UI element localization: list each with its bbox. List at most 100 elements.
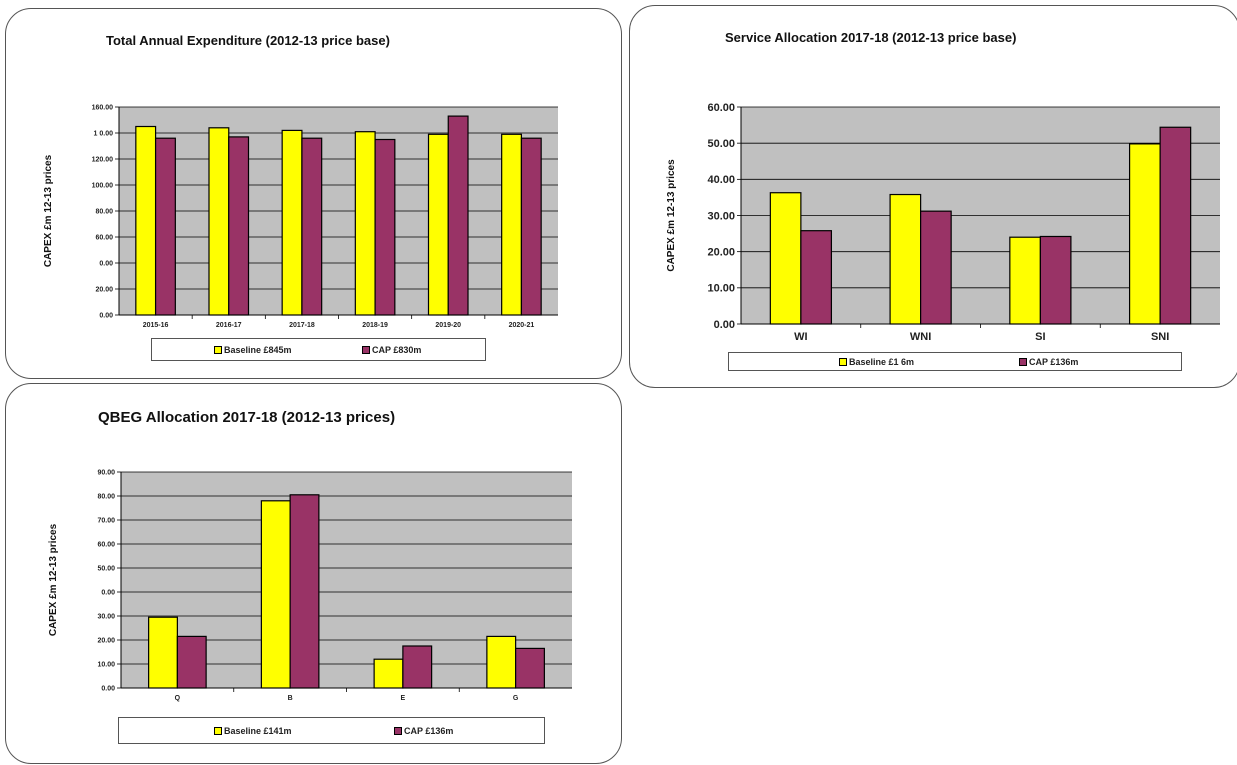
y-tick-label: 50.00 [97, 565, 115, 572]
bar-baseline [427, 133, 449, 316]
bar-baseline [148, 616, 178, 689]
bar-baseline [354, 131, 376, 316]
service-allocation-chart: 0.00 10.00 20.00 30.00 40.00 50.00 60.00 WI WNI S… [666, 102, 1220, 343]
x-category-label: WNI [910, 331, 931, 343]
legend-swatch-baseline [839, 357, 847, 366]
legend-item-baseline: Baseline £1 6m [839, 357, 914, 367]
bar-baseline [135, 125, 157, 316]
bar-cap [447, 115, 469, 316]
y-axis-label: CAPEX £m 12-13 prices [666, 159, 677, 272]
bar-baseline [889, 193, 922, 325]
x-category-label: SI [1035, 331, 1045, 343]
bar-cap [1159, 126, 1192, 325]
y-tick-label: 80.00 [95, 208, 113, 215]
chart-legend: Baseline £141m CAP £136m [118, 717, 545, 744]
legend-label-baseline: Baseline £845m [224, 344, 292, 355]
y-tick-label: 100.00 [92, 182, 114, 189]
qbeg-allocation-panel: QBEG Allocation 2017-18 (2012-13 prices)… [5, 383, 622, 764]
service-allocation-panel: Service Allocation 2017-18 (2012-13 pric… [629, 5, 1237, 388]
bar-baseline [769, 192, 802, 325]
bar-baseline [373, 658, 404, 689]
bar-cap [515, 647, 545, 689]
total-expenditure-chart: 0.00 20.00 0.00 60.00 80.00 100.00 120.00 1 0.0… [43, 104, 558, 329]
y-tick-label: 1 0.00 [94, 130, 114, 137]
y-tick-label: 10.00 [97, 661, 115, 668]
x-category-label: 2018-19 [362, 322, 388, 329]
y-tick-label: 120.00 [92, 156, 114, 163]
x-category-label: Q [175, 695, 181, 702]
bar-cap [520, 137, 542, 316]
y-tick-label: 60.00 [95, 234, 113, 241]
y-tick-label: 0.00 [101, 589, 115, 596]
bar-baseline [501, 133, 523, 316]
chart-title: Service Allocation 2017-18 (2012-13 pric… [725, 30, 1017, 45]
bar-baseline [1009, 236, 1041, 325]
y-tick-label: 30.00 [97, 613, 115, 620]
y-tick-label: 0.00 [714, 319, 735, 331]
chart-legend: Baseline £845m CAP £830m [151, 338, 486, 361]
y-tick-label: 0.00 [99, 260, 113, 267]
y-tick-label: 20.00 [97, 637, 115, 644]
bar-baseline [1128, 143, 1161, 325]
y-tick-label: 20.00 [95, 286, 113, 293]
legend-item-baseline: Baseline £141m [214, 726, 292, 736]
x-category-label: 2016-17 [216, 322, 242, 329]
chart-legend: Baseline £1 6m CAP £136m [728, 352, 1182, 371]
legend-item-cap: CAP £136m [394, 726, 453, 736]
legend-item-cap: CAP £136m [1019, 357, 1078, 367]
y-tick-label: 70.00 [97, 517, 115, 524]
legend-label-cap: CAP £830m [372, 344, 422, 355]
qbeg-allocation-chart: 0.00 10.00 20.00 30.00 0.00 50.00 60.00 70.00 80… [48, 469, 572, 702]
chart-title: QBEG Allocation 2017-18 (2012-13 prices) [98, 409, 396, 426]
y-tick-label: 10.00 [707, 283, 735, 295]
legend-label-cap: CAP £136m [1029, 356, 1079, 367]
bar-cap [154, 137, 176, 316]
legend-label-baseline: Baseline £1 6m [849, 356, 915, 367]
bar-baseline [486, 635, 517, 689]
total-expenditure-panel: Total Annual Expenditure (2012-13 price … [5, 8, 622, 379]
x-category-label: WI [794, 331, 807, 343]
bar-baseline [281, 129, 303, 316]
bar-baseline [260, 500, 291, 689]
y-axis-label: CAPEX £m 12-13 prices [43, 154, 54, 267]
bar-cap [301, 137, 323, 316]
bar-cap [374, 138, 396, 316]
y-tick-label: 80.00 [97, 493, 115, 500]
x-category-label: G [513, 695, 519, 702]
y-tick-label: 160.00 [92, 104, 114, 111]
x-category-label: 2017-18 [289, 322, 315, 329]
legend-item-baseline: Baseline £845m [214, 345, 292, 355]
y-tick-label: 30.00 [707, 210, 735, 222]
x-category-label: SNI [1151, 331, 1169, 343]
bar-cap [800, 230, 833, 325]
bar-cap [228, 136, 250, 316]
bar-baseline [208, 127, 230, 316]
x-category-label: 2015-16 [143, 322, 169, 329]
y-tick-label: 0.00 [101, 685, 115, 692]
y-tick-label: 60.00 [707, 102, 735, 114]
x-category-label: 2020-21 [509, 322, 535, 329]
y-tick-label: 60.00 [97, 541, 115, 548]
y-tick-label: 90.00 [97, 469, 115, 476]
y-axis-label: CAPEX £m 12-13 prices [48, 523, 59, 636]
y-tick-label: 50.00 [707, 138, 735, 150]
x-category-label: E [401, 695, 406, 702]
y-tick-label: 40.00 [707, 174, 735, 186]
chart-title: Total Annual Expenditure (2012-13 price … [106, 33, 390, 48]
bar-cap [176, 635, 207, 689]
x-category-label: 2019-20 [435, 322, 461, 329]
bar-cap [920, 210, 952, 325]
legend-label-baseline: Baseline £141m [224, 725, 292, 736]
y-tick-label: 0.00 [99, 312, 113, 319]
legend-swatch-baseline [214, 345, 222, 354]
bar-cap [1039, 235, 1072, 325]
legend-item-cap: CAP £830m [362, 345, 421, 355]
legend-swatch-cap [394, 726, 402, 735]
y-tick-label: 20.00 [707, 247, 735, 259]
bar-cap [402, 645, 433, 689]
legend-swatch-cap [1019, 357, 1027, 366]
x-category-label: B [288, 695, 293, 702]
legend-label-cap: CAP £136m [404, 725, 454, 736]
bar-cap [289, 494, 320, 689]
legend-swatch-baseline [214, 726, 222, 735]
